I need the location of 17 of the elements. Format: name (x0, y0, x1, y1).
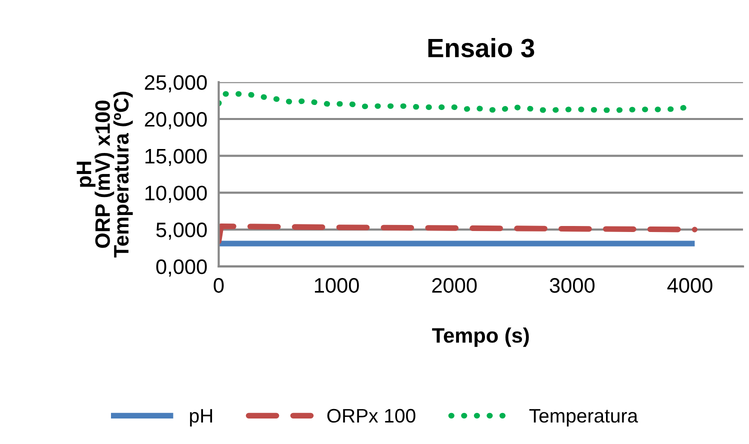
x-tick-label: 2000 (432, 278, 477, 293)
y-axis-title: pH ORP (mV) x100 Temperatura (ºC) (76, 92, 133, 258)
y-tick-label: 5,000 (156, 222, 207, 240)
y-tick-label: 0,000 (156, 259, 207, 277)
x-tick-label: 3000 (550, 278, 595, 293)
chart-title: Ensaio 3 (428, 38, 534, 58)
x-tick-label: 0 (214, 278, 224, 293)
x-tick-label: 1000 (314, 278, 359, 293)
y-tick-label: 10,000 (145, 186, 207, 203)
legend-label: pH (190, 409, 212, 426)
y-tick-label: 20,000 (144, 112, 207, 130)
x-axis-title: Tempo (s) (432, 327, 529, 347)
legend-label: Temperatura (529, 409, 638, 426)
x-tick-label: 4000 (667, 278, 712, 293)
y-tick-label: 15,000 (145, 148, 207, 166)
legend-label: ORPx 100 (327, 408, 416, 423)
y-tick-label: 25,000 (144, 75, 207, 92)
